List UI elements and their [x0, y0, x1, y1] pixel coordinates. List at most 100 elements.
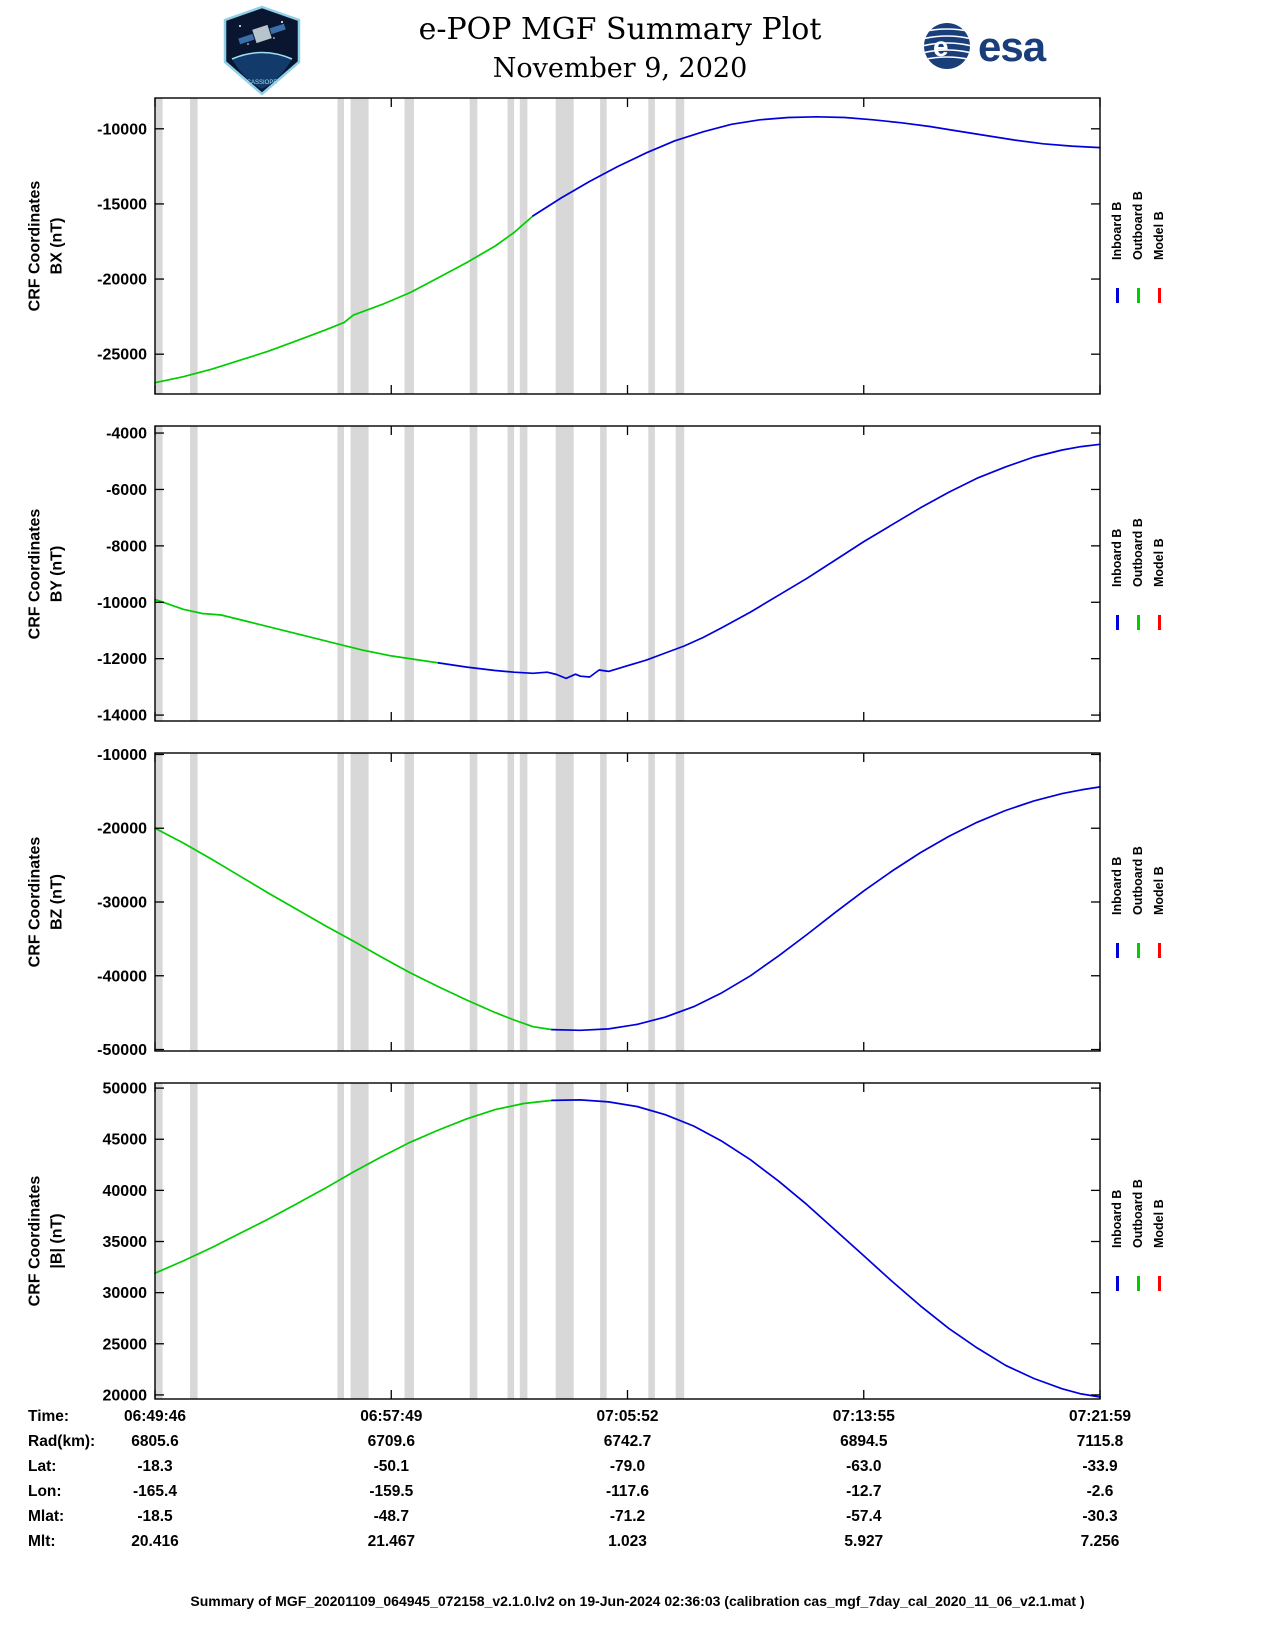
legend-label: Inboard B	[1110, 528, 1124, 587]
legend-line-sample	[1115, 288, 1119, 303]
y-tick-label: -8000	[106, 538, 147, 555]
legend-item: Inboard B	[1108, 803, 1126, 958]
data-gap-band	[555, 426, 574, 721]
ephemeris-value: -33.9	[1082, 1458, 1118, 1475]
data-gap-band	[519, 1083, 528, 1399]
patch-earth-limb	[231, 51, 293, 60]
y-tick-label: 35000	[103, 1234, 148, 1251]
y-tick-label: 40000	[103, 1183, 148, 1200]
legend-line-sample	[1136, 1276, 1140, 1291]
data-gap-band	[675, 1083, 685, 1399]
ephemeris-value: -2.6	[1086, 1483, 1114, 1500]
data-gap-band	[648, 1083, 655, 1399]
patch-earth	[232, 52, 292, 89]
legend-line-sample	[1157, 288, 1161, 303]
series-inboard-b	[551, 786, 1101, 1032]
plot-panel-bx: -25000 -20000 -15000 -10000	[97, 97, 1101, 395]
patch-star	[273, 37, 275, 39]
legend-bx: Inboard B Outboard B Model B	[1108, 148, 1168, 303]
data-gap-band	[404, 1083, 414, 1399]
series-inboard-b	[437, 443, 1101, 680]
data-gap-band	[469, 98, 478, 394]
y-tick-label: -10000	[97, 747, 147, 764]
esa-wordmark: esa	[978, 23, 1047, 70]
data-gap-band	[190, 1083, 198, 1399]
data-gap-band	[404, 98, 414, 394]
ephemeris-value: 5.927	[844, 1533, 884, 1550]
ephemeris-value: 20.416	[131, 1533, 179, 1550]
data-gap-band	[507, 426, 515, 721]
data-gap-band	[155, 426, 163, 721]
legend-item: Model B	[1150, 475, 1168, 630]
legend-line-sample	[1115, 1276, 1119, 1291]
data-gap-band	[350, 426, 369, 721]
data-gap-band	[507, 98, 515, 394]
series-outboard-b	[154, 598, 440, 664]
ephemeris-value: -18.3	[137, 1458, 173, 1475]
ephemeris-row-label: Rad(km):	[28, 1433, 96, 1450]
plot-panel-bmag: 20000 25000 30000 35000 40000 45000 50000	[103, 1081, 1101, 1404]
legend-item: Model B	[1150, 803, 1168, 958]
series-outboard-b	[154, 1099, 553, 1275]
footer-text: Summary of MGF_20201109_064945_072158_v2…	[190, 1593, 1085, 1609]
legend-label: Outboard B	[1131, 191, 1145, 260]
plot-panel-bz: -50000 -40000 -30000 -20000 -10000	[97, 747, 1101, 1059]
ephemeris-value: -71.2	[609, 1508, 646, 1525]
data-gap-band	[469, 1083, 478, 1399]
patch-star	[247, 43, 249, 45]
data-gap-band	[675, 426, 685, 721]
legend-label: Outboard B	[1131, 846, 1145, 915]
plot-border	[154, 425, 1101, 722]
esa-logo: e esa	[924, 23, 1048, 70]
legend-line-sample	[1157, 1276, 1161, 1291]
ephemeris-row: Mlt: 20.416 21.467 1.023 5.927 7.256	[0, 1533, 1275, 1558]
ephemeris-row: Lon: -165.4 -159.5 -117.6 -12.7 -2.6	[0, 1483, 1275, 1508]
series-outboard-b	[154, 827, 553, 1031]
data-gap-band	[350, 753, 369, 1051]
data-gap-band	[155, 98, 163, 394]
legend-item: Outboard B	[1129, 148, 1147, 303]
data-gap-band	[507, 1083, 515, 1399]
data-gap-band	[600, 426, 607, 721]
data-gap-band	[648, 753, 655, 1051]
ephemeris-row: Time: 06:49:46 06:57:49 07:05:52 07:13:55 07:…	[0, 1408, 1275, 1433]
data-gap-band	[507, 753, 515, 1051]
patch-label: CASSIOPE	[247, 80, 278, 86]
data-gap-band	[675, 98, 685, 394]
ephemeris-value: 6805.6	[131, 1433, 179, 1450]
data-gap-band	[600, 1083, 607, 1399]
title-block: e-POP MGF Summary Plot November 9, 2020	[300, 12, 940, 84]
y-tick-label: -20000	[97, 821, 147, 838]
series-inboard-b	[532, 115, 1101, 217]
ephemeris-row-label: Mlt:	[28, 1533, 56, 1550]
data-gap-band	[190, 98, 198, 394]
ephemeris-row: Rad(km): 6805.6 6709.6 6742.7 6894.5 7115.8	[0, 1433, 1275, 1458]
plot-panel-by: -14000 -12000 -10000 -8000 -6000 -4000	[97, 425, 1101, 725]
ephemeris-value: 06:57:49	[360, 1408, 423, 1425]
cassiope-mission-patch: CASSIOPE	[223, 5, 301, 96]
ephemeris-value: 7115.8	[1076, 1433, 1124, 1450]
legend-item: Inboard B	[1108, 148, 1126, 303]
ephemeris-value: -63.0	[846, 1458, 882, 1475]
ephemeris-value: -159.5	[369, 1483, 414, 1500]
y-tick-label: -10000	[97, 595, 147, 612]
legend-line-sample	[1157, 615, 1161, 630]
legend-item: Outboard B	[1129, 475, 1147, 630]
ephemeris-row-label: Mlat:	[28, 1508, 65, 1525]
legend-line-sample	[1157, 943, 1161, 958]
data-gap-band	[190, 753, 198, 1051]
data-gap-band	[190, 426, 198, 721]
y-tick-label: -14000	[97, 708, 147, 725]
page-date: November 9, 2020	[492, 53, 748, 84]
plot-border	[154, 752, 1101, 1052]
ephemeris-value: -165.4	[133, 1483, 177, 1500]
y-tick-label: 45000	[103, 1132, 148, 1149]
patch-satellite	[238, 23, 286, 45]
data-gap-band	[350, 1083, 369, 1399]
data-gap-band	[675, 753, 685, 1051]
page-title: e-POP MGF Summary Plot	[418, 12, 822, 47]
data-gap-band	[337, 426, 344, 721]
ephemeris-value: -79.0	[609, 1458, 646, 1475]
data-gap-band	[337, 753, 344, 1051]
